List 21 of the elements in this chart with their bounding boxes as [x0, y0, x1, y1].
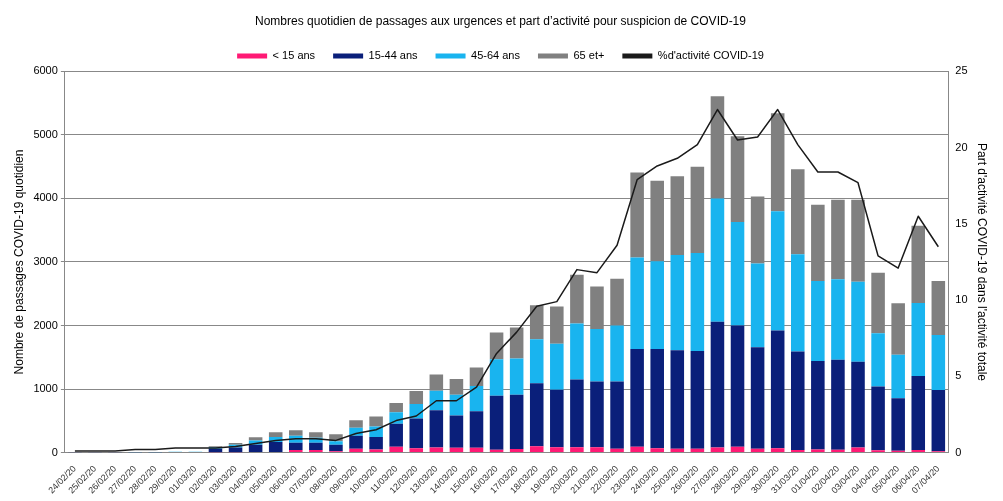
- y2-tick-label: 20: [955, 140, 968, 153]
- legend-label: 65 et+: [573, 48, 605, 61]
- y2-tick-label: 0: [955, 445, 962, 458]
- y2-tick-label: 5: [955, 369, 962, 382]
- y2-axis-title: Part d'activité COVID-19 dans l'activité totale: [975, 142, 990, 382]
- y2-tick-label: 10: [955, 293, 968, 306]
- y-tick-label: 0: [51, 445, 58, 458]
- y2-tick-label: 25: [955, 64, 968, 77]
- y2-tick-label: 15: [955, 216, 968, 229]
- legend-label: %d'activité COVID-19: [657, 48, 764, 61]
- y-tick-label: 1000: [33, 382, 58, 395]
- y-tick-label: 3000: [33, 255, 58, 268]
- legend-label: < 15 ans: [272, 48, 316, 61]
- y-tick-label: 6000: [33, 64, 58, 77]
- y-tick-label: 5000: [33, 127, 58, 140]
- legend-label: 45-64 ans: [471, 48, 521, 61]
- y-tick-label: 2000: [33, 318, 58, 331]
- y-tick-label: 4000: [33, 191, 58, 204]
- legend-label: 15-44 ans: [368, 48, 419, 61]
- chart-title: Nombres quotidien de passages aux urgences et part d’activité pour suspicion de COVID-19: [255, 13, 747, 28]
- y-axis-title: Nombre de passages COVID-19 quotidien: [11, 149, 26, 375]
